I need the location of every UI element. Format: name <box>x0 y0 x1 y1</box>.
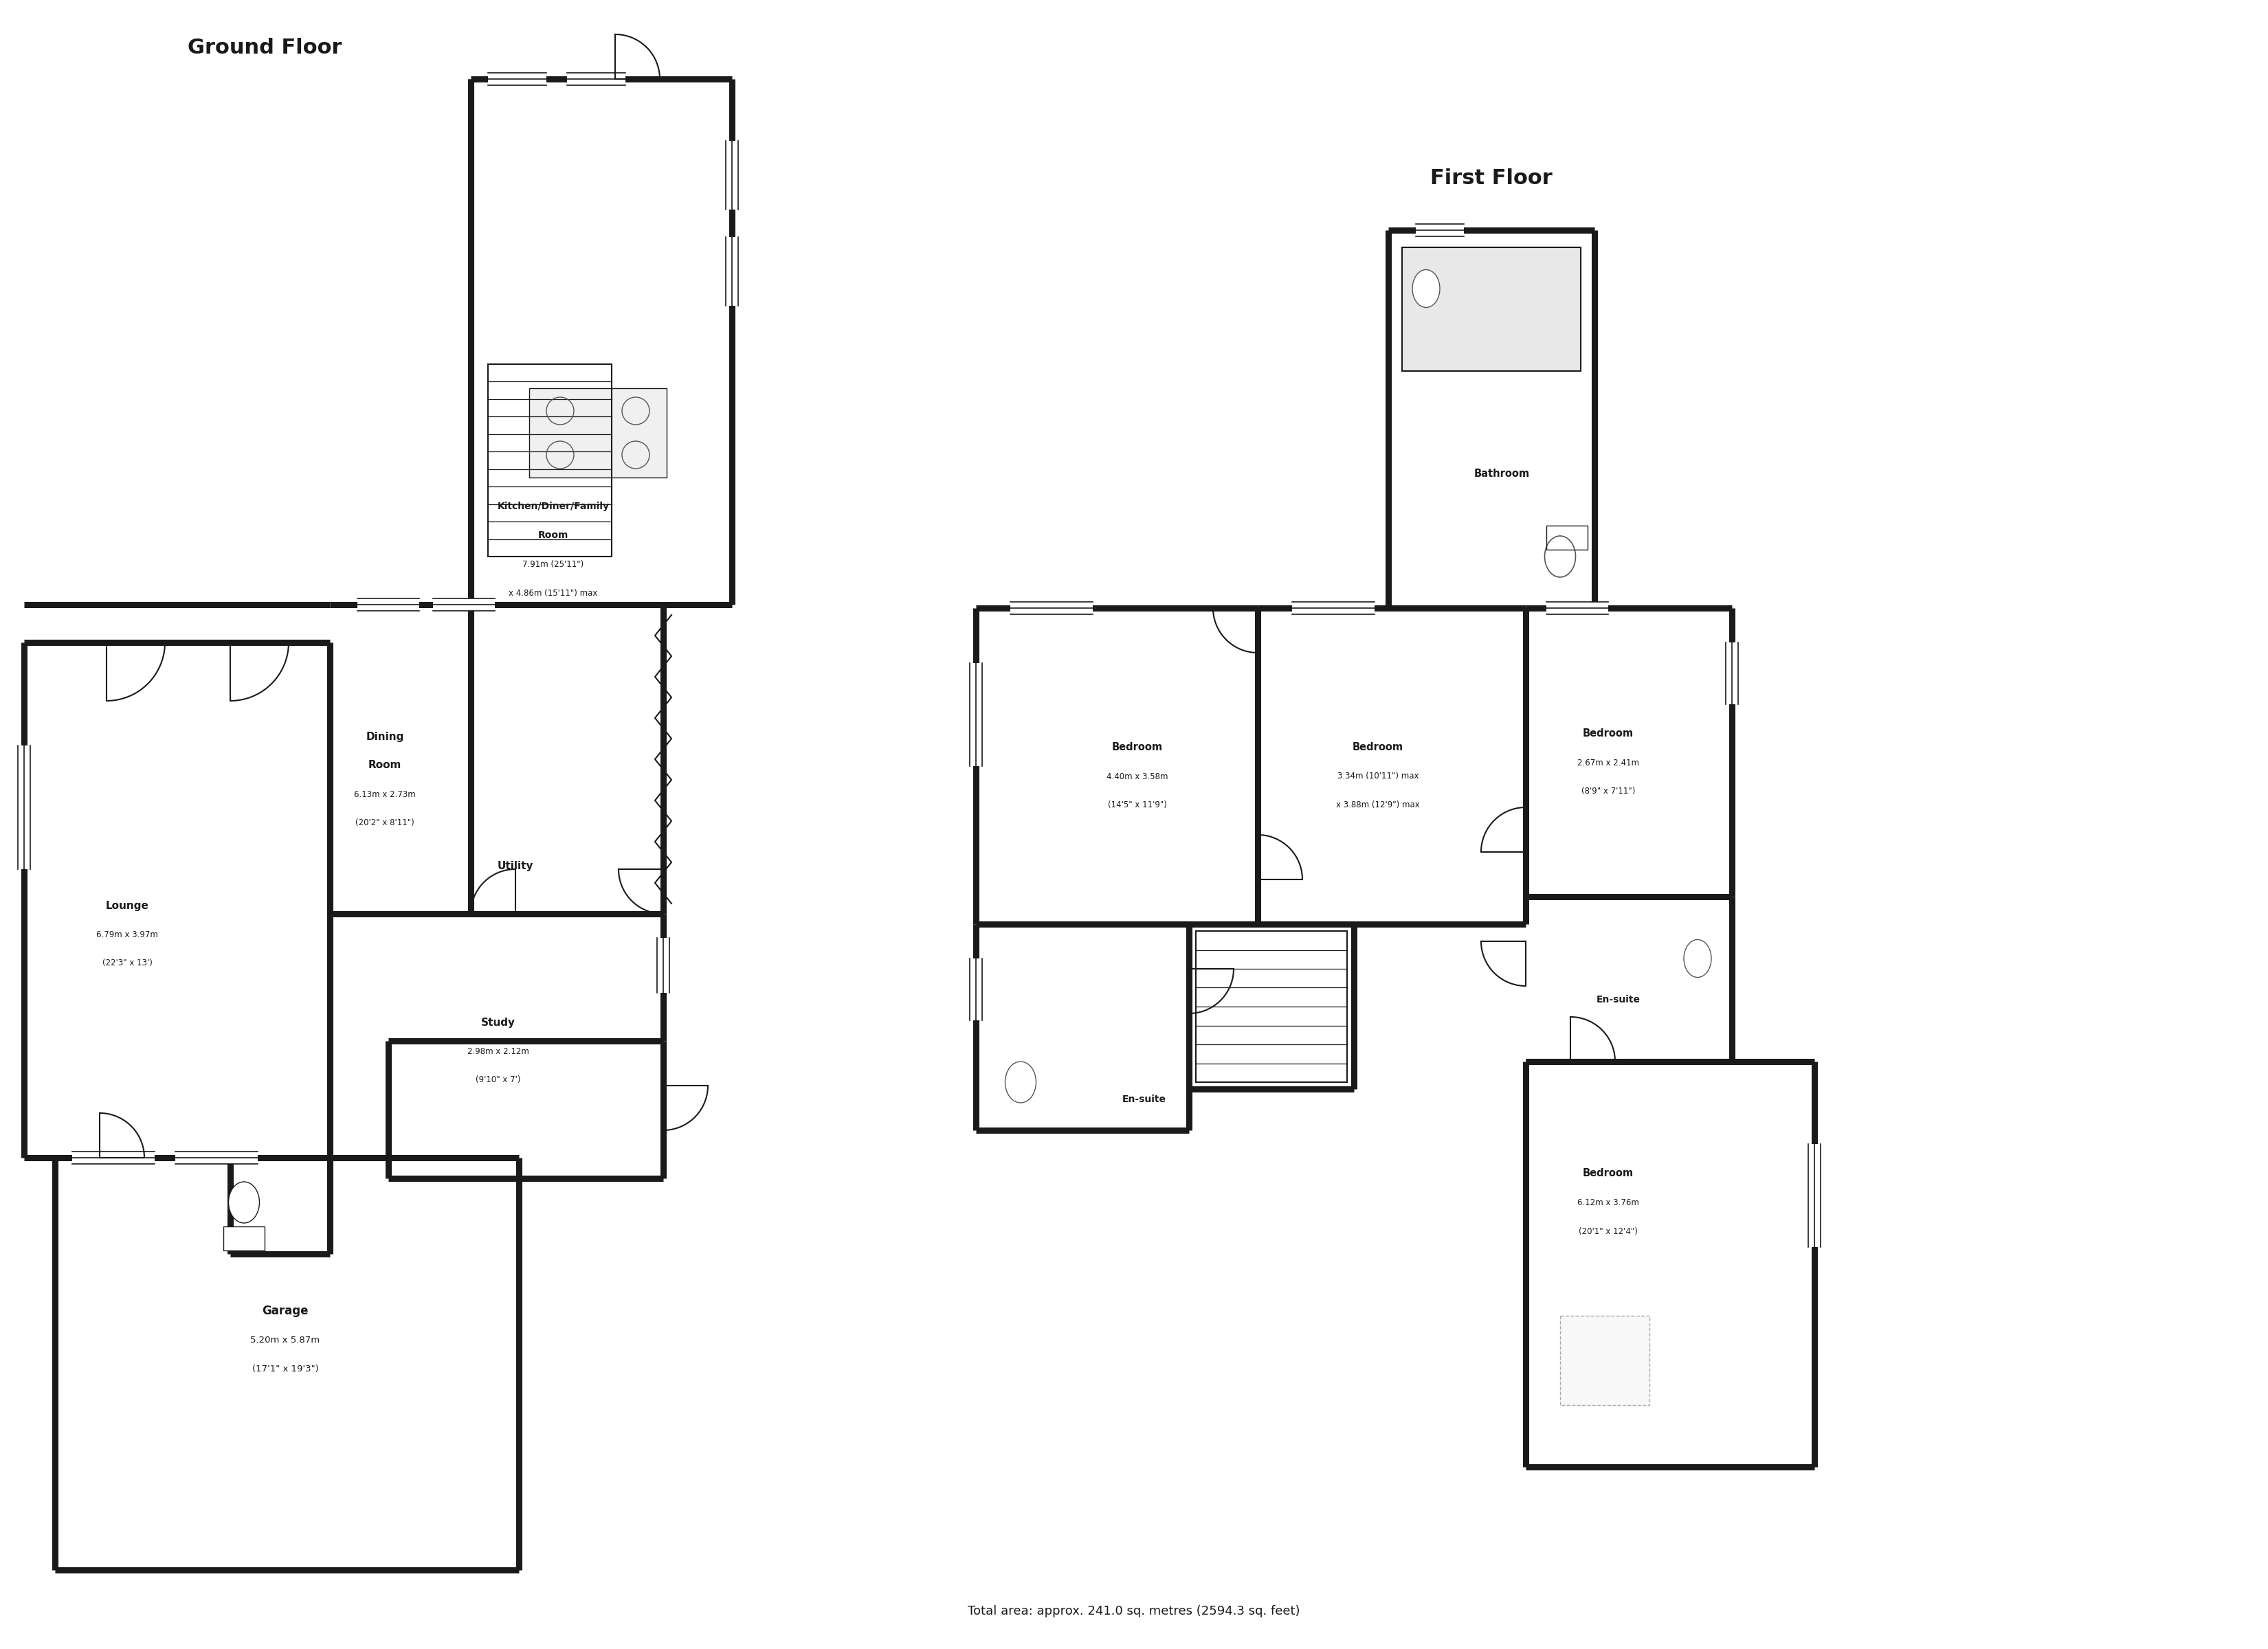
Text: (20'1" x 12'4"): (20'1" x 12'4") <box>1579 1227 1637 1235</box>
Bar <box>488 73 547 86</box>
Bar <box>1259 608 1526 923</box>
Text: Lounge: Lounge <box>107 900 150 910</box>
Text: Bedroom: Bedroom <box>1583 1169 1633 1179</box>
Bar <box>1402 247 1581 371</box>
Text: x 3.88m (12'9") max: x 3.88m (12'9") max <box>1336 801 1420 810</box>
Bar <box>567 73 626 86</box>
Text: (8'9" x 7'11"): (8'9" x 7'11") <box>1581 787 1635 796</box>
Ellipse shape <box>1005 1062 1036 1103</box>
Bar <box>975 923 1188 1130</box>
Bar <box>971 958 982 1021</box>
Bar <box>222 1227 265 1250</box>
Bar <box>1526 1062 1814 1468</box>
Text: En-suite: En-suite <box>1597 994 1640 1004</box>
Bar <box>1402 247 1581 371</box>
Text: Room: Room <box>367 760 401 770</box>
Text: Bedroom: Bedroom <box>1111 742 1163 752</box>
Bar <box>25 605 329 643</box>
Text: Bathroom: Bathroom <box>1474 468 1529 480</box>
Ellipse shape <box>1545 536 1576 577</box>
Bar <box>1009 602 1093 613</box>
Bar <box>73 1151 154 1164</box>
Text: Ground Floor: Ground Floor <box>188 38 342 58</box>
Ellipse shape <box>1413 270 1440 307</box>
Bar <box>726 237 737 305</box>
Text: Kitchen/Diner/Family: Kitchen/Diner/Family <box>497 501 610 511</box>
Bar <box>18 745 29 869</box>
Text: 2.67m x 2.41m: 2.67m x 2.41m <box>1576 759 1640 767</box>
Bar <box>488 364 612 556</box>
Bar <box>528 388 667 478</box>
Text: (17'1" x 19'3"): (17'1" x 19'3") <box>252 1364 318 1374</box>
Bar <box>1547 602 1608 613</box>
Bar <box>1547 526 1588 549</box>
Bar <box>975 608 1259 923</box>
Bar <box>658 938 669 993</box>
Bar <box>388 1041 662 1179</box>
Text: (9'10" x 7'): (9'10" x 7') <box>476 1075 522 1085</box>
Bar <box>1560 1316 1649 1405</box>
Text: (22'3" x 13'): (22'3" x 13') <box>102 958 152 968</box>
Bar <box>1293 602 1374 613</box>
Text: 7.91m (25'11"): 7.91m (25'11") <box>522 559 583 569</box>
Text: Study: Study <box>481 1017 515 1027</box>
Bar <box>1188 923 1354 1088</box>
Text: (14'5" x 11'9"): (14'5" x 11'9") <box>1109 801 1168 810</box>
Bar <box>1560 1316 1649 1405</box>
Bar <box>54 1158 519 1570</box>
Bar <box>1808 1144 1821 1247</box>
Text: Total area: approx. 241.0 sq. metres (2594.3 sq. feet): Total area: approx. 241.0 sq. metres (25… <box>968 1604 1300 1618</box>
Text: Dining: Dining <box>365 732 404 742</box>
Text: Bedroom: Bedroom <box>1583 729 1633 739</box>
Text: 5.20m x 5.87m: 5.20m x 5.87m <box>249 1336 320 1344</box>
Text: Room: Room <box>538 531 569 539</box>
Bar <box>358 599 420 610</box>
Bar <box>329 605 662 914</box>
Bar <box>175 1151 259 1164</box>
Bar <box>222 1227 265 1250</box>
Bar <box>726 140 737 209</box>
Text: Garage: Garage <box>263 1304 308 1318</box>
Bar <box>1388 231 1594 608</box>
Bar <box>1415 224 1463 236</box>
Bar <box>488 364 612 556</box>
Text: 3.34m (10'11") max: 3.34m (10'11") max <box>1338 772 1420 782</box>
Bar <box>472 79 733 605</box>
Text: 6.13m x 2.73m: 6.13m x 2.73m <box>354 790 415 798</box>
Text: x 4.86m (15'11") max: x 4.86m (15'11") max <box>508 589 599 597</box>
Text: 6.12m x 3.76m: 6.12m x 3.76m <box>1576 1197 1640 1207</box>
Text: 4.40m x 3.58m: 4.40m x 3.58m <box>1107 772 1168 782</box>
Bar <box>25 643 329 1158</box>
Text: 2.98m x 2.12m: 2.98m x 2.12m <box>467 1047 528 1055</box>
Bar <box>433 599 494 610</box>
Text: En-suite: En-suite <box>1123 1095 1166 1105</box>
Bar <box>1547 526 1588 549</box>
Text: Utility: Utility <box>497 861 533 871</box>
Text: First Floor: First Floor <box>1431 168 1554 188</box>
Text: 6.79m x 3.97m: 6.79m x 3.97m <box>95 930 159 938</box>
Bar <box>472 914 662 1041</box>
Bar <box>1195 932 1347 1082</box>
Text: (20'2" x 8'11"): (20'2" x 8'11") <box>356 818 415 828</box>
Bar <box>1526 608 1733 897</box>
Text: Bedroom: Bedroom <box>1352 742 1404 752</box>
Bar <box>971 663 982 767</box>
Ellipse shape <box>1683 940 1712 978</box>
Bar <box>1726 643 1737 704</box>
Bar <box>528 388 667 478</box>
Ellipse shape <box>229 1182 259 1224</box>
Bar <box>1526 897 1733 1062</box>
Bar <box>1195 932 1347 1082</box>
